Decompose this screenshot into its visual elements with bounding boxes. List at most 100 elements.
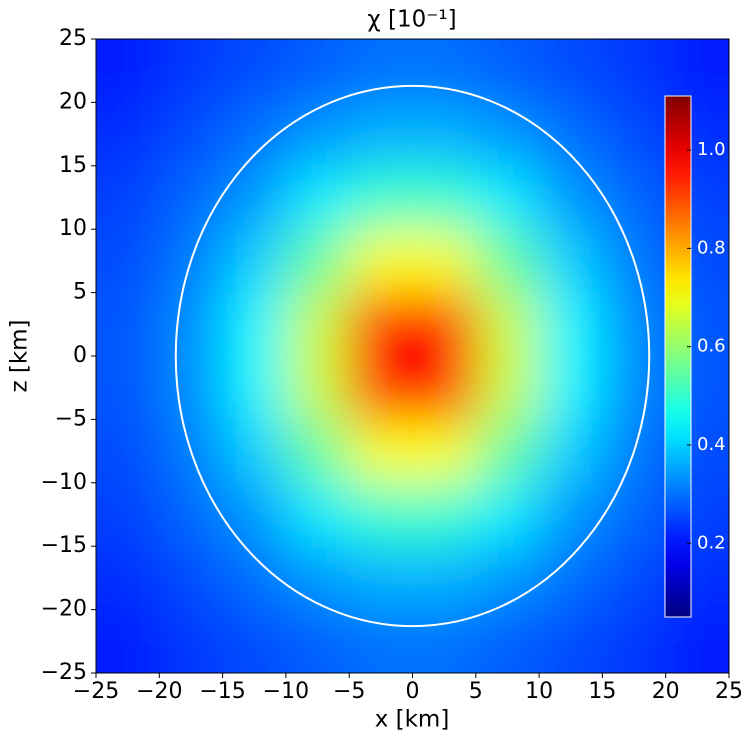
heat-cell [602, 165, 667, 230]
contour [174, 84, 651, 628]
y-axis-label: z [km] [7, 319, 33, 392]
heat-cell [412, 419, 477, 484]
y-tick-label: 25 [59, 26, 87, 51]
x-tick-label: −25 [73, 679, 119, 704]
heat-cell [159, 39, 224, 103]
heat-cell [349, 419, 413, 484]
heat-cell [475, 229, 540, 294]
colorbar-tick-label: 0.2 [697, 532, 726, 553]
y-tick-label: 5 [73, 280, 87, 305]
heat-cell [349, 102, 413, 167]
x-axis-label: x [km] [375, 707, 450, 733]
heat-cell [285, 165, 350, 230]
y-tick-label: −20 [41, 597, 87, 622]
heat-cell [602, 482, 667, 547]
heat-cell [159, 482, 224, 547]
heat-cell [539, 39, 603, 103]
heat-cell [475, 102, 540, 167]
heat-cell [285, 419, 350, 484]
heat-cell [222, 482, 287, 547]
heat-cell [222, 356, 287, 420]
heat-cell [159, 292, 224, 357]
heat-cell [285, 609, 350, 673]
heat-cell [602, 356, 667, 420]
heat-cell [412, 292, 477, 357]
heat-cell [539, 229, 603, 294]
heat-cell [285, 229, 350, 294]
y-tick-label: 10 [59, 216, 87, 241]
heat-cell [475, 292, 540, 357]
heat-cell [539, 609, 603, 673]
heat-cell [96, 229, 160, 294]
heat-cell [412, 482, 477, 547]
heat-cell [96, 609, 160, 673]
heat-cell [96, 419, 160, 484]
heat-cell [285, 546, 350, 611]
heat-cell [475, 419, 540, 484]
heat-cell [665, 609, 729, 673]
heat-cell [349, 546, 413, 611]
heat-cell [222, 165, 287, 230]
colorbar-tick-label: 0.6 [697, 336, 726, 357]
heat-cell [222, 292, 287, 357]
heat-cell [285, 482, 350, 547]
heat-cell [475, 165, 540, 230]
y-tick-label: −10 [41, 470, 87, 495]
colorbar-tick-label: 0.8 [697, 237, 726, 258]
heat-cell [412, 546, 477, 611]
heat-cell [412, 229, 477, 294]
heat-cell [222, 609, 287, 673]
heat-cell [349, 165, 413, 230]
heat-cell [475, 356, 540, 420]
heat-cell [602, 39, 667, 103]
x-tick-label: −15 [199, 679, 245, 704]
heat-cell [539, 482, 603, 547]
y-tick-label: −25 [41, 660, 87, 685]
heat-cell [96, 165, 160, 230]
x-tick-label: −20 [136, 679, 182, 704]
heat-cell [159, 102, 224, 167]
heat-cell [96, 546, 160, 611]
heat-cell [285, 39, 350, 103]
heat-cell [665, 39, 729, 103]
heat-cell [222, 39, 287, 103]
y-tick-label: −5 [55, 406, 87, 431]
heatmap-area [96, 39, 729, 673]
x-tick-label: 25 [715, 679, 743, 704]
heat-cell [602, 609, 667, 673]
overlay: 0.2 0.4 0.6 0.8 1.0 [174, 84, 726, 628]
heat-cell [222, 419, 287, 484]
chart-title: χ [10⁻¹] [367, 7, 456, 33]
heat-cell [349, 356, 413, 420]
heat-cell [475, 482, 540, 547]
x-tick-label: 0 [406, 679, 420, 704]
heat-cell [159, 165, 224, 230]
x-tick-label: 15 [588, 679, 616, 704]
heat-cell [602, 292, 667, 357]
heat-cell [285, 356, 350, 420]
heat-cell [159, 356, 224, 420]
colorbar-tick-label: 1.0 [697, 139, 726, 160]
colorbar-tick-label: 0.4 [697, 434, 726, 455]
heat-cell [349, 482, 413, 547]
x-tick-label: 20 [652, 679, 680, 704]
x-tick-label: 5 [469, 679, 483, 704]
heat-cell [349, 229, 413, 294]
x-tick-label: −5 [333, 679, 365, 704]
heat-cell [412, 165, 477, 230]
heat-cell [539, 356, 603, 420]
heat-cell [159, 609, 224, 673]
heat-cell [96, 39, 160, 103]
heat-cell [539, 165, 603, 230]
y-tick-label: 0 [73, 343, 87, 368]
heat-cell [285, 102, 350, 167]
y-tick-label: 15 [59, 153, 87, 178]
heat-cell [96, 102, 160, 167]
heatmap [96, 39, 729, 673]
y-tick-label: −15 [41, 533, 87, 558]
heat-cell [96, 356, 160, 420]
heat-cell [602, 546, 667, 611]
heat-cell [285, 292, 350, 357]
heat-cell [475, 39, 540, 103]
